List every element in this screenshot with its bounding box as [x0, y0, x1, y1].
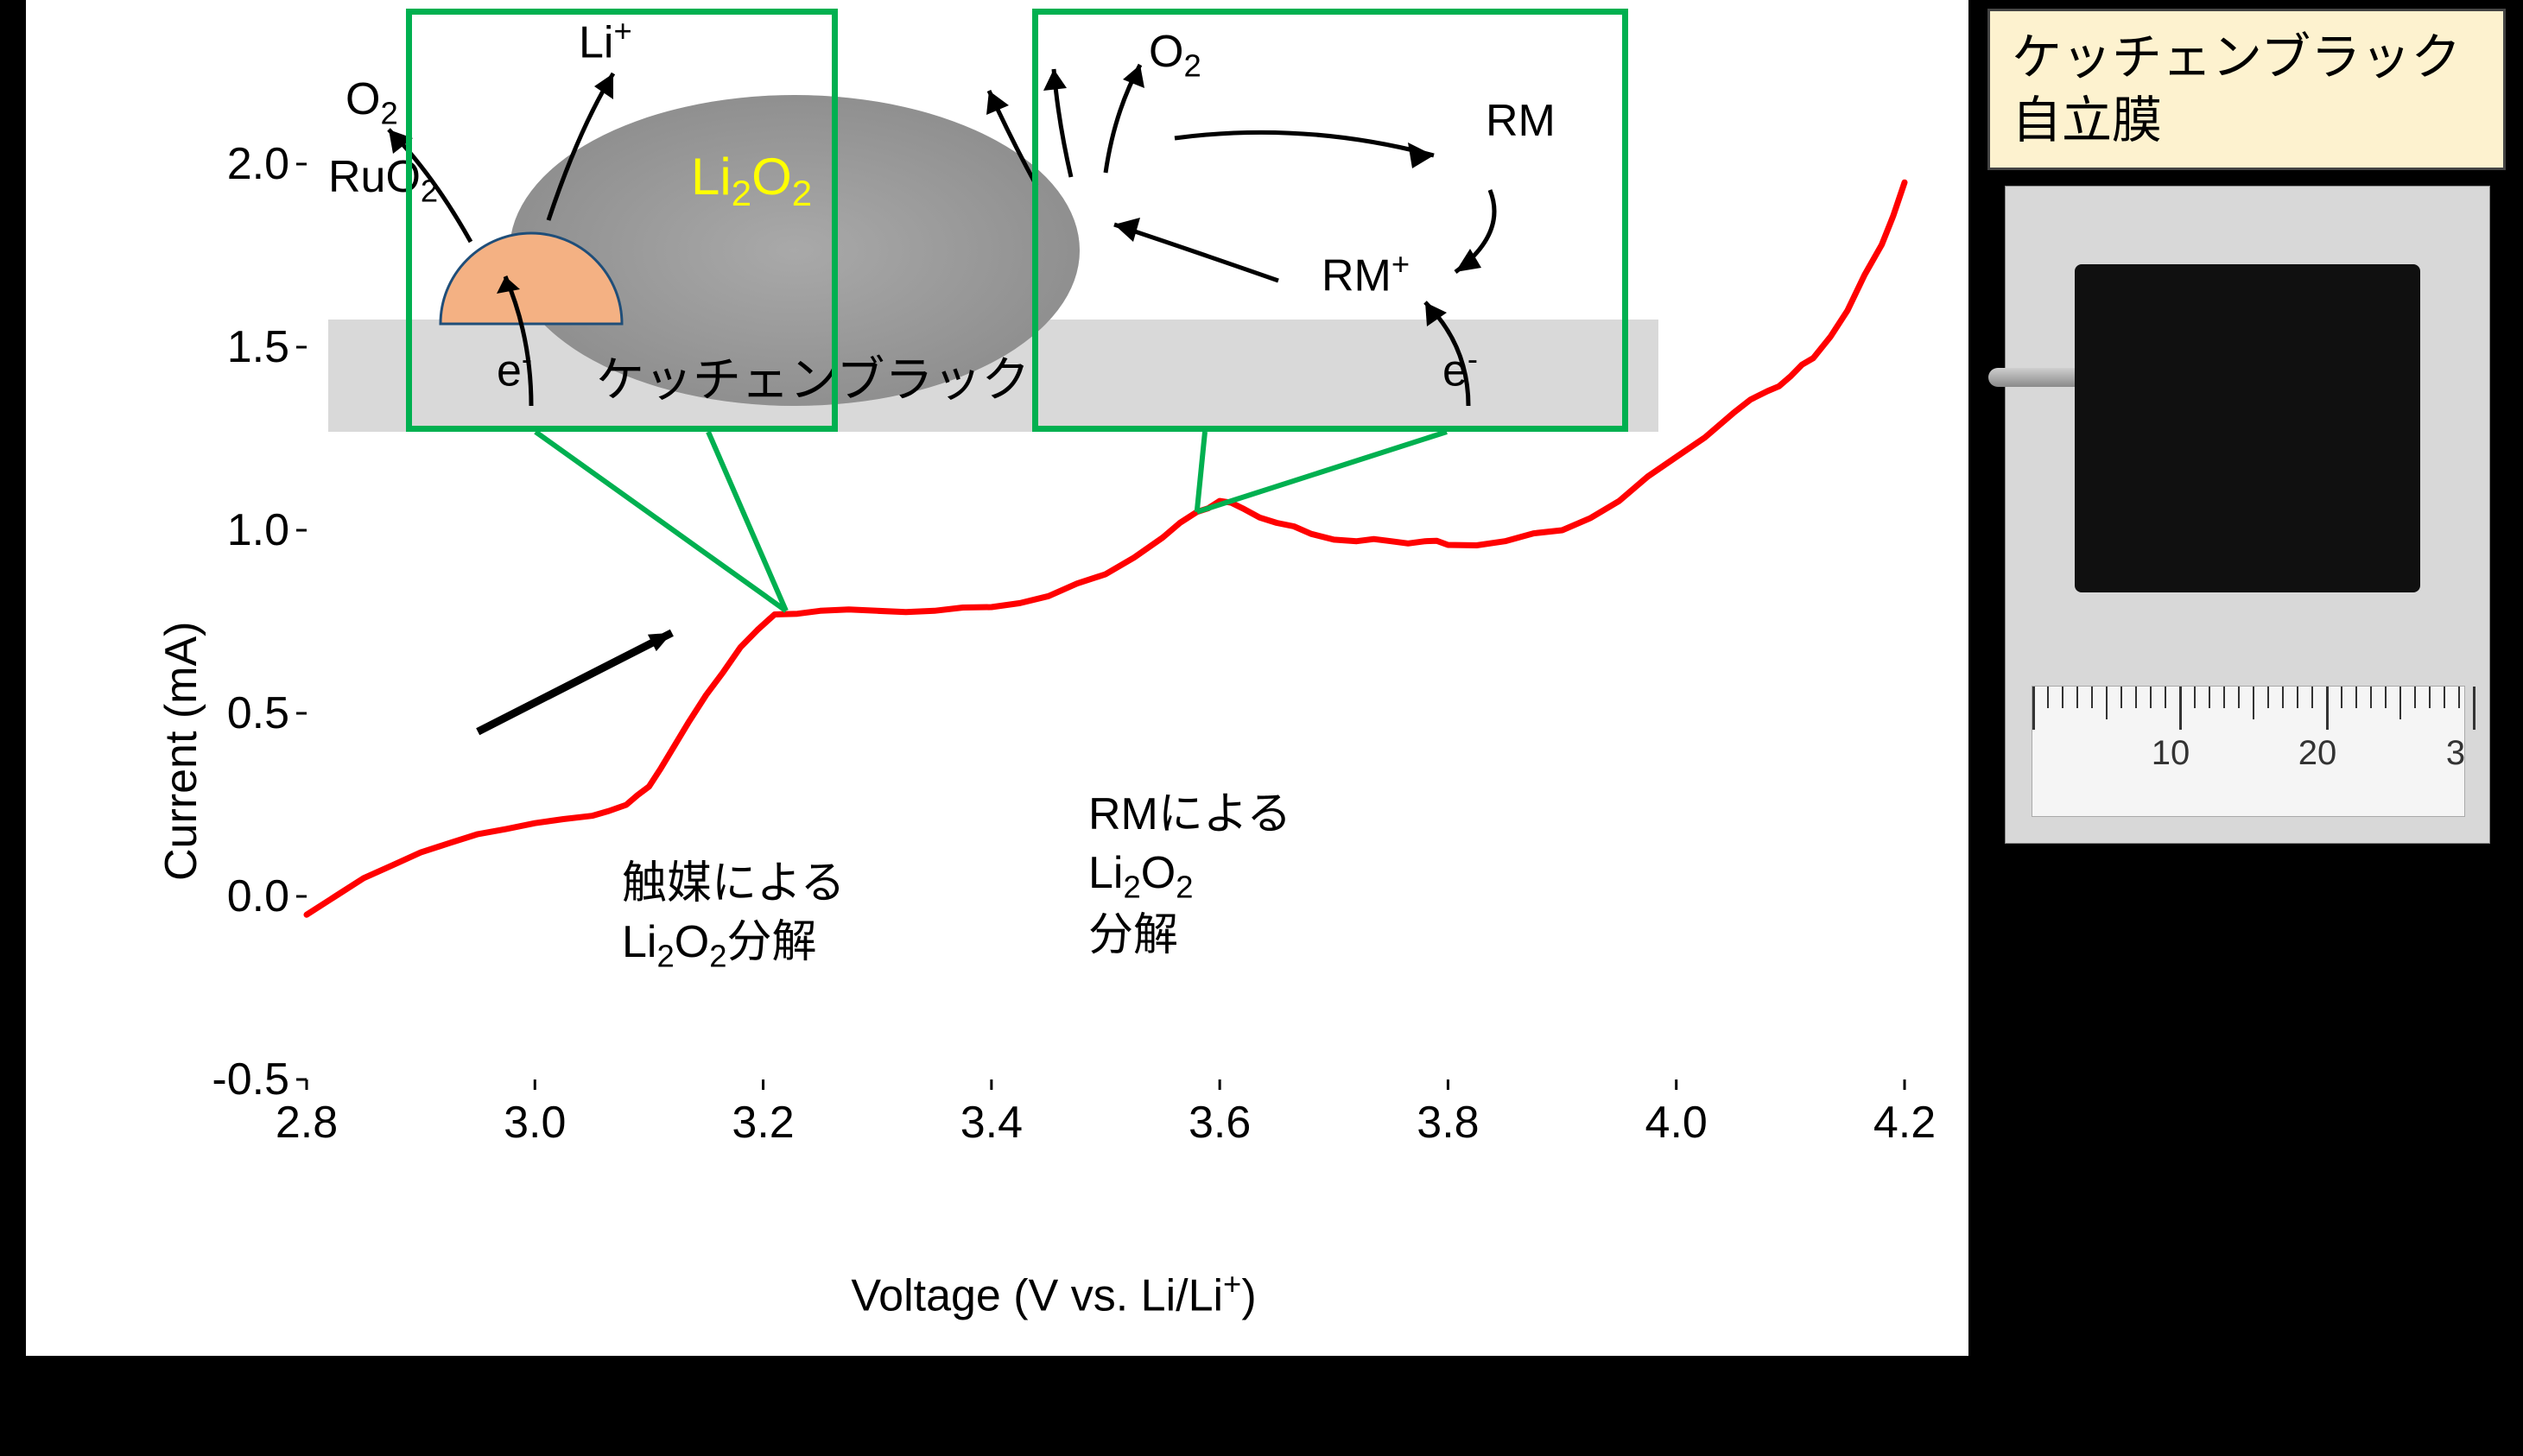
x-axis-label-pre: Voltage (V vs. Li/Li — [851, 1270, 1223, 1320]
xtick-label: 4.2 — [1873, 1097, 1936, 1149]
ytick-label: 2.0 — [186, 138, 289, 190]
xtick-label: 3.6 — [1189, 1097, 1251, 1149]
xtick-label: 4.0 — [1645, 1097, 1708, 1149]
y-axis-label: Current (mA) — [155, 622, 207, 881]
ytick-label: 1.0 — [186, 504, 289, 556]
green-box-catalyst — [406, 9, 838, 432]
ruler: 10 20 3 — [2032, 686, 2465, 817]
ruler-mark-20: 20 — [2298, 734, 2337, 773]
photo-label-line2: 自立膜 — [2012, 90, 2482, 153]
ytick-label: -0.5 — [186, 1054, 289, 1105]
photo-label-line1: ケッチェンブラック — [2012, 27, 2482, 90]
o2-label-left: O2 — [345, 73, 398, 131]
chart-panel: Current (mA) Voltage (V vs. Li/Li+) -0.5… — [26, 0, 1968, 1356]
ytick-label: 1.5 — [186, 321, 289, 373]
ruler-mark-10: 10 — [2152, 734, 2190, 773]
xtick-label: 3.8 — [1417, 1097, 1479, 1149]
photo-image: 10 20 3 — [2005, 186, 2490, 844]
peak2-annotation: RMによる Li2O2 分解 — [1088, 786, 1291, 965]
xtick-label: 3.4 — [960, 1097, 1023, 1149]
xtick-label: 3.2 — [732, 1097, 794, 1149]
ytick-label: 0.5 — [186, 687, 289, 739]
xtick-label: 3.0 — [504, 1097, 566, 1149]
peak1-annotation: 触媒による Li2O2分解 — [622, 855, 845, 976]
photo-label-box: ケッチェンブラック 自立膜 — [1987, 9, 2506, 170]
ytick-label: 0.0 — [186, 870, 289, 922]
x-axis-label-post: ) — [1241, 1270, 1256, 1320]
x-axis-label-sup: + — [1223, 1266, 1241, 1301]
photo-panel: ケッチェンブラック 自立膜 10 20 3 — [1987, 9, 2506, 844]
sample-square — [2075, 264, 2420, 592]
ruler-mark-30: 3 — [2446, 734, 2465, 773]
xtick-label: 2.8 — [276, 1097, 338, 1149]
green-box-rm — [1032, 9, 1628, 432]
x-axis-label: Voltage (V vs. Li/Li+) — [851, 1266, 1256, 1321]
